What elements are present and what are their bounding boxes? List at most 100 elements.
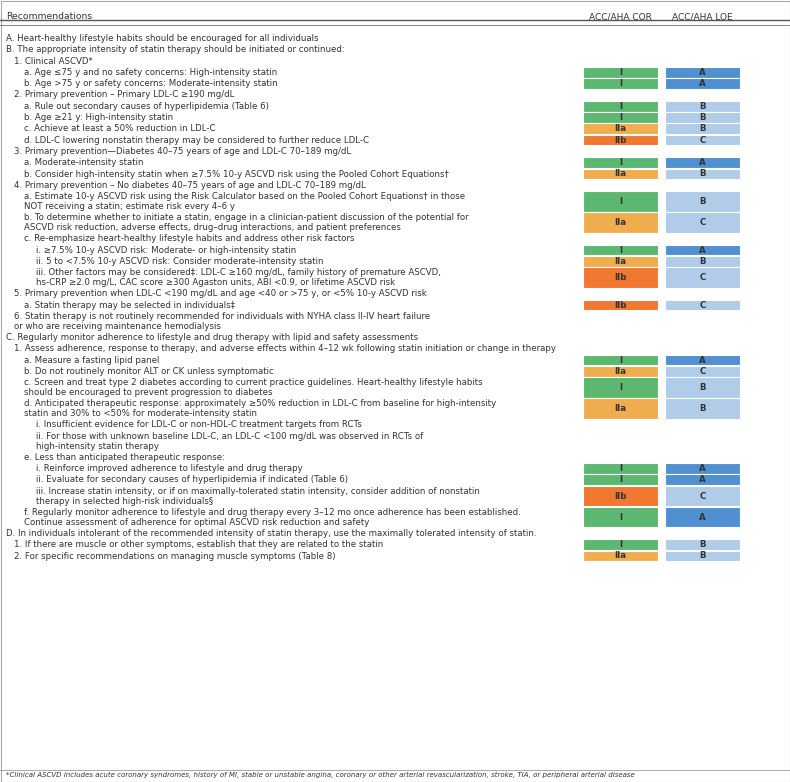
Text: iii. Increase statin intensity, or if on maximally-tolerated statin intensity, c: iii. Increase statin intensity, or if on… xyxy=(36,487,480,496)
Text: A: A xyxy=(699,158,705,167)
Text: B: B xyxy=(699,540,705,549)
Text: C: C xyxy=(699,218,705,227)
Text: I: I xyxy=(619,513,622,522)
Text: IIb: IIb xyxy=(615,300,626,310)
Bar xyxy=(583,355,658,365)
Bar xyxy=(583,267,658,288)
Text: a. Estimate 10-y ASCVD risk using the Risk Calculator based on the Pooled Cohort: a. Estimate 10-y ASCVD risk using the Ri… xyxy=(24,192,465,201)
Text: IIa: IIa xyxy=(615,124,626,133)
Text: Continue assessment of adherence for optimal ASCVD risk reduction and safety: Continue assessment of adherence for opt… xyxy=(24,518,370,527)
Text: a. Age ≤75 y and no safety concerns: High-intensity statin: a. Age ≤75 y and no safety concerns: Hig… xyxy=(24,68,277,77)
Text: iii. Other factors may be considered‡: LDL-C ≥160 mg/dL, family history of prema: iii. Other factors may be considered‡: L… xyxy=(36,268,441,278)
Bar xyxy=(665,377,740,398)
Bar xyxy=(665,366,740,377)
Text: or who are receiving maintenance hemodialysis: or who are receiving maintenance hemodia… xyxy=(14,322,221,331)
Text: b. Consider high-intensity statin when ≥7.5% 10-y ASCVD risk using the Pooled Co: b. Consider high-intensity statin when ≥… xyxy=(24,170,449,178)
Bar xyxy=(583,366,658,377)
Text: A: A xyxy=(699,513,705,522)
Bar xyxy=(583,78,658,89)
Text: A: A xyxy=(699,356,705,364)
Text: IIa: IIa xyxy=(615,218,626,227)
Bar xyxy=(583,245,658,256)
Text: 1. If there are muscle or other symptoms, establish that they are related to the: 1. If there are muscle or other symptoms… xyxy=(14,540,383,549)
Text: C. Regularly monitor adherence to lifestyle and drug therapy with lipid and safe: C. Regularly monitor adherence to lifest… xyxy=(6,333,418,342)
Bar xyxy=(665,67,740,77)
Text: 2. For specific recommendations on managing muscle symptoms (Table 8): 2. For specific recommendations on manag… xyxy=(14,551,336,561)
Bar xyxy=(583,124,658,135)
Bar xyxy=(665,212,740,233)
Text: 5. Primary prevention when LDL-C <190 mg/dL and age <40 or >75 y, or <5% 10-y AS: 5. Primary prevention when LDL-C <190 mg… xyxy=(14,289,427,299)
Text: B: B xyxy=(699,124,705,133)
Bar xyxy=(665,256,740,267)
Bar xyxy=(583,463,658,474)
Text: a. Statin therapy may be selected in individuals‡: a. Statin therapy may be selected in ind… xyxy=(24,301,235,310)
Text: I: I xyxy=(619,383,622,392)
Text: A: A xyxy=(699,68,705,77)
Bar xyxy=(665,475,740,486)
Bar xyxy=(665,398,740,419)
Text: ACC/AHA LOE: ACC/AHA LOE xyxy=(672,12,733,21)
Bar xyxy=(665,245,740,256)
Text: d. Anticipated therapeutic response: approximately ≥50% reduction in LDL-C from : d. Anticipated therapeutic response: app… xyxy=(24,400,496,408)
Text: A: A xyxy=(699,79,705,88)
Text: I: I xyxy=(619,197,622,206)
Bar xyxy=(583,101,658,112)
Bar xyxy=(665,486,740,507)
Text: a. Rule out secondary causes of hyperlipidemia (Table 6): a. Rule out secondary causes of hyperlip… xyxy=(24,102,269,111)
Text: C: C xyxy=(699,492,705,500)
Text: 6. Statin therapy is not routinely recommended for individuals with NYHA class I: 6. Statin therapy is not routinely recom… xyxy=(14,312,430,321)
Text: A. Heart-healthy lifestyle habits should be encouraged for all individuals: A. Heart-healthy lifestyle habits should… xyxy=(6,34,318,43)
Bar xyxy=(583,112,658,123)
Text: statin and 30% to <50% for moderate-intensity statin: statin and 30% to <50% for moderate-inte… xyxy=(24,409,257,418)
Bar xyxy=(665,355,740,365)
Text: IIa: IIa xyxy=(615,404,626,413)
Bar xyxy=(583,192,658,212)
Bar xyxy=(665,267,740,288)
Text: i. Reinforce improved adherence to lifestyle and drug therapy: i. Reinforce improved adherence to lifes… xyxy=(36,465,303,473)
Text: C: C xyxy=(699,273,705,282)
Text: B: B xyxy=(699,383,705,392)
Text: I: I xyxy=(619,246,622,255)
Bar xyxy=(665,192,740,212)
Bar xyxy=(583,377,658,398)
Text: should be encouraged to prevent progression to diabetes: should be encouraged to prevent progress… xyxy=(24,388,273,397)
Bar xyxy=(665,78,740,89)
Text: NOT receiving a statin; estimate risk every 4–6 y: NOT receiving a statin; estimate risk ev… xyxy=(24,202,235,211)
Text: I: I xyxy=(619,68,622,77)
Text: hs-CRP ≥2.0 mg/L, CAC score ≥300 Agaston units, ABI <0.9, or lifetime ASCVD risk: hs-CRP ≥2.0 mg/L, CAC score ≥300 Agaston… xyxy=(36,278,395,287)
Text: B: B xyxy=(699,113,705,122)
Bar xyxy=(583,486,658,507)
Bar xyxy=(583,475,658,486)
Text: 2. Primary prevention – Primary LDL-C ≥190 mg/dL: 2. Primary prevention – Primary LDL-C ≥1… xyxy=(14,91,235,99)
Text: ii. Evaluate for secondary causes of hyperlipidemia if indicated (Table 6): ii. Evaluate for secondary causes of hyp… xyxy=(36,475,348,485)
Text: Recommendations: Recommendations xyxy=(6,12,92,21)
Bar xyxy=(665,551,740,561)
Text: b. Age >75 y or safety concerns: Moderate-intensity statin: b. Age >75 y or safety concerns: Moderat… xyxy=(24,79,277,88)
Text: b. Do not routinely monitor ALT or CK unless symptomatic: b. Do not routinely monitor ALT or CK un… xyxy=(24,367,274,376)
Text: B: B xyxy=(699,197,705,206)
Bar xyxy=(665,540,740,550)
Bar xyxy=(665,157,740,168)
Bar xyxy=(583,135,658,145)
Text: I: I xyxy=(619,113,622,122)
Text: A: A xyxy=(699,475,705,484)
Text: B: B xyxy=(699,102,705,111)
Text: I: I xyxy=(619,540,622,549)
Bar xyxy=(583,540,658,550)
Text: high-intensity statin therapy: high-intensity statin therapy xyxy=(36,442,159,450)
Text: 4. Primary prevention – No diabetes 40–75 years of age and LDL-C 70–189 mg/dL: 4. Primary prevention – No diabetes 40–7… xyxy=(14,181,366,190)
Text: IIb: IIb xyxy=(615,135,626,145)
Text: ASCVD risk reduction, adverse effects, drug–drug interactions, and patient prefe: ASCVD risk reduction, adverse effects, d… xyxy=(24,223,401,232)
Text: I: I xyxy=(619,356,622,364)
Bar xyxy=(583,551,658,561)
Text: 3. Primary prevention—Diabetes 40–75 years of age and LDL-C 70–189 mg/dL: 3. Primary prevention—Diabetes 40–75 yea… xyxy=(14,147,351,156)
Text: I: I xyxy=(619,464,622,473)
Text: f. Regularly monitor adherence to lifestyle and drug therapy every 3–12 mo once : f. Regularly monitor adherence to lifest… xyxy=(24,508,521,517)
Bar xyxy=(665,135,740,145)
Bar xyxy=(583,169,658,179)
Bar xyxy=(665,124,740,135)
Text: IIa: IIa xyxy=(615,367,626,376)
Text: e. Less than anticipated therapeutic response:: e. Less than anticipated therapeutic res… xyxy=(24,453,225,462)
Bar xyxy=(665,101,740,112)
Text: a. Measure a fasting lipid panel: a. Measure a fasting lipid panel xyxy=(24,356,160,364)
